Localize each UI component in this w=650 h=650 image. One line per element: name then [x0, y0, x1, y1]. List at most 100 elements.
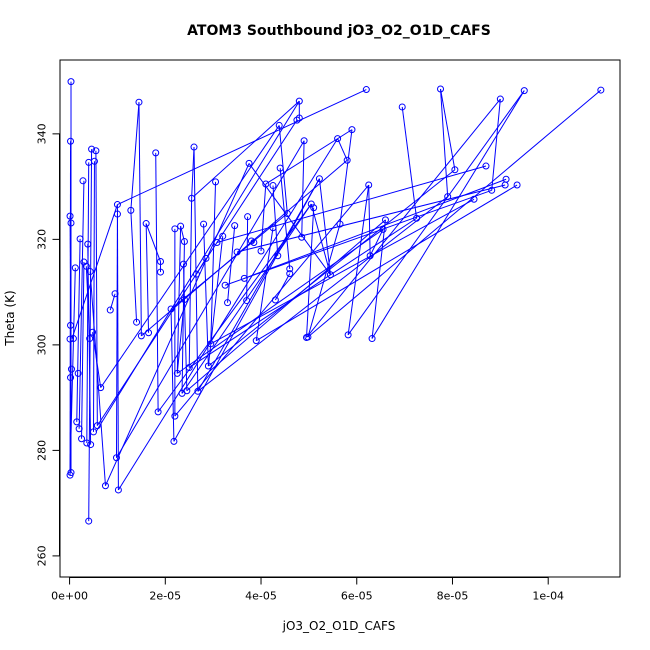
data-point — [379, 225, 387, 233]
data-point — [502, 175, 510, 183]
data-point — [293, 116, 301, 124]
series-line-segment — [117, 138, 339, 491]
series-line-segment — [307, 89, 602, 338]
data-point — [101, 482, 109, 490]
data-point — [381, 216, 389, 224]
series-line-segment — [203, 224, 209, 366]
data-point — [262, 180, 270, 188]
data-point — [365, 181, 373, 189]
x-tick-label: 1e-04 — [532, 590, 564, 603]
data-point — [171, 225, 179, 233]
data-point — [192, 270, 200, 278]
data-point — [114, 486, 122, 494]
data-point — [368, 335, 376, 343]
series-line-segment — [89, 271, 106, 486]
series-line-segment — [339, 129, 353, 225]
y-tick-label: 340 — [36, 123, 49, 144]
data-point — [496, 95, 504, 103]
data-point — [66, 212, 74, 220]
series-line-segment — [216, 165, 487, 244]
data-point — [276, 164, 284, 172]
data-point — [286, 270, 294, 278]
data-point — [185, 364, 193, 372]
series-line-segment — [305, 207, 315, 338]
series-line-segment — [86, 162, 90, 444]
data-point — [243, 297, 251, 305]
data-point — [470, 195, 478, 203]
data-point — [224, 299, 232, 307]
data-point — [437, 85, 445, 93]
series-line-segment — [307, 223, 341, 338]
data-point — [79, 177, 87, 185]
data-point — [113, 201, 121, 209]
data-point — [142, 220, 150, 228]
series-line-segment — [197, 196, 448, 392]
data-point — [451, 166, 459, 174]
series-line-segment — [440, 88, 449, 197]
data-point — [127, 206, 135, 214]
data-point — [167, 305, 175, 313]
data-point — [207, 340, 215, 348]
data-point — [71, 264, 79, 272]
series-line-segment — [401, 106, 418, 219]
series-line-segment — [191, 147, 195, 199]
series-line-segment — [491, 98, 501, 191]
series-line-segment — [176, 226, 182, 374]
series-line-segment — [81, 262, 85, 439]
series-line-segment — [260, 183, 267, 252]
series-line-segment — [71, 204, 118, 339]
x-axis: 0e+00 2e-05 4e-05 6e-05 8e-05 1e-04 — [51, 577, 564, 603]
data-point — [315, 175, 323, 183]
data-point — [283, 210, 291, 218]
y-axis-label: Theta (K) — [3, 290, 17, 346]
x-tick-label: 6e-05 — [341, 590, 373, 603]
x-tick-label: 0e+00 — [51, 590, 88, 603]
series-line-segment — [105, 163, 250, 486]
series-line-segment — [207, 236, 224, 367]
data-point — [597, 86, 605, 94]
data-point — [219, 232, 227, 240]
series-line-segment — [76, 238, 81, 422]
data-point — [67, 365, 75, 373]
series-line-segment — [208, 169, 456, 367]
data-point — [113, 210, 121, 218]
data-point — [67, 137, 75, 145]
series-line-segment — [368, 185, 371, 256]
series-line-segment — [116, 204, 119, 490]
data-point — [66, 471, 74, 479]
series-line-segment — [170, 213, 288, 310]
y-tick-label: 280 — [36, 440, 49, 461]
series-line-segment — [227, 225, 236, 303]
data-point — [269, 224, 277, 232]
data-point — [334, 135, 342, 143]
data-point — [69, 335, 77, 343]
y-axis: 260 280 300 320 340 — [36, 123, 60, 566]
data-point — [183, 387, 191, 395]
data-point — [398, 103, 406, 111]
data-point — [92, 147, 100, 155]
data-point — [90, 428, 98, 436]
data-point — [152, 149, 160, 157]
data-point — [75, 425, 83, 433]
data-point — [231, 222, 239, 230]
data-point — [84, 240, 92, 248]
y-tick-label: 260 — [36, 545, 49, 566]
series-points — [66, 78, 605, 525]
series-line-segment — [197, 178, 320, 392]
series-line-segment — [93, 161, 95, 432]
series-line-segment — [371, 219, 386, 339]
series-lines — [69, 81, 602, 522]
series-line-segment — [318, 178, 331, 275]
data-point — [180, 296, 188, 304]
series-line-segment — [145, 223, 150, 333]
data-point — [444, 193, 452, 201]
data-point — [67, 321, 75, 329]
series-line-segment — [182, 264, 188, 391]
series-line-segment — [255, 184, 518, 342]
series-line-segment — [244, 178, 507, 279]
data-point — [179, 260, 187, 268]
data-point — [194, 387, 202, 395]
data-point — [67, 374, 75, 382]
data-point — [111, 290, 119, 298]
series-line-segment — [116, 140, 305, 459]
